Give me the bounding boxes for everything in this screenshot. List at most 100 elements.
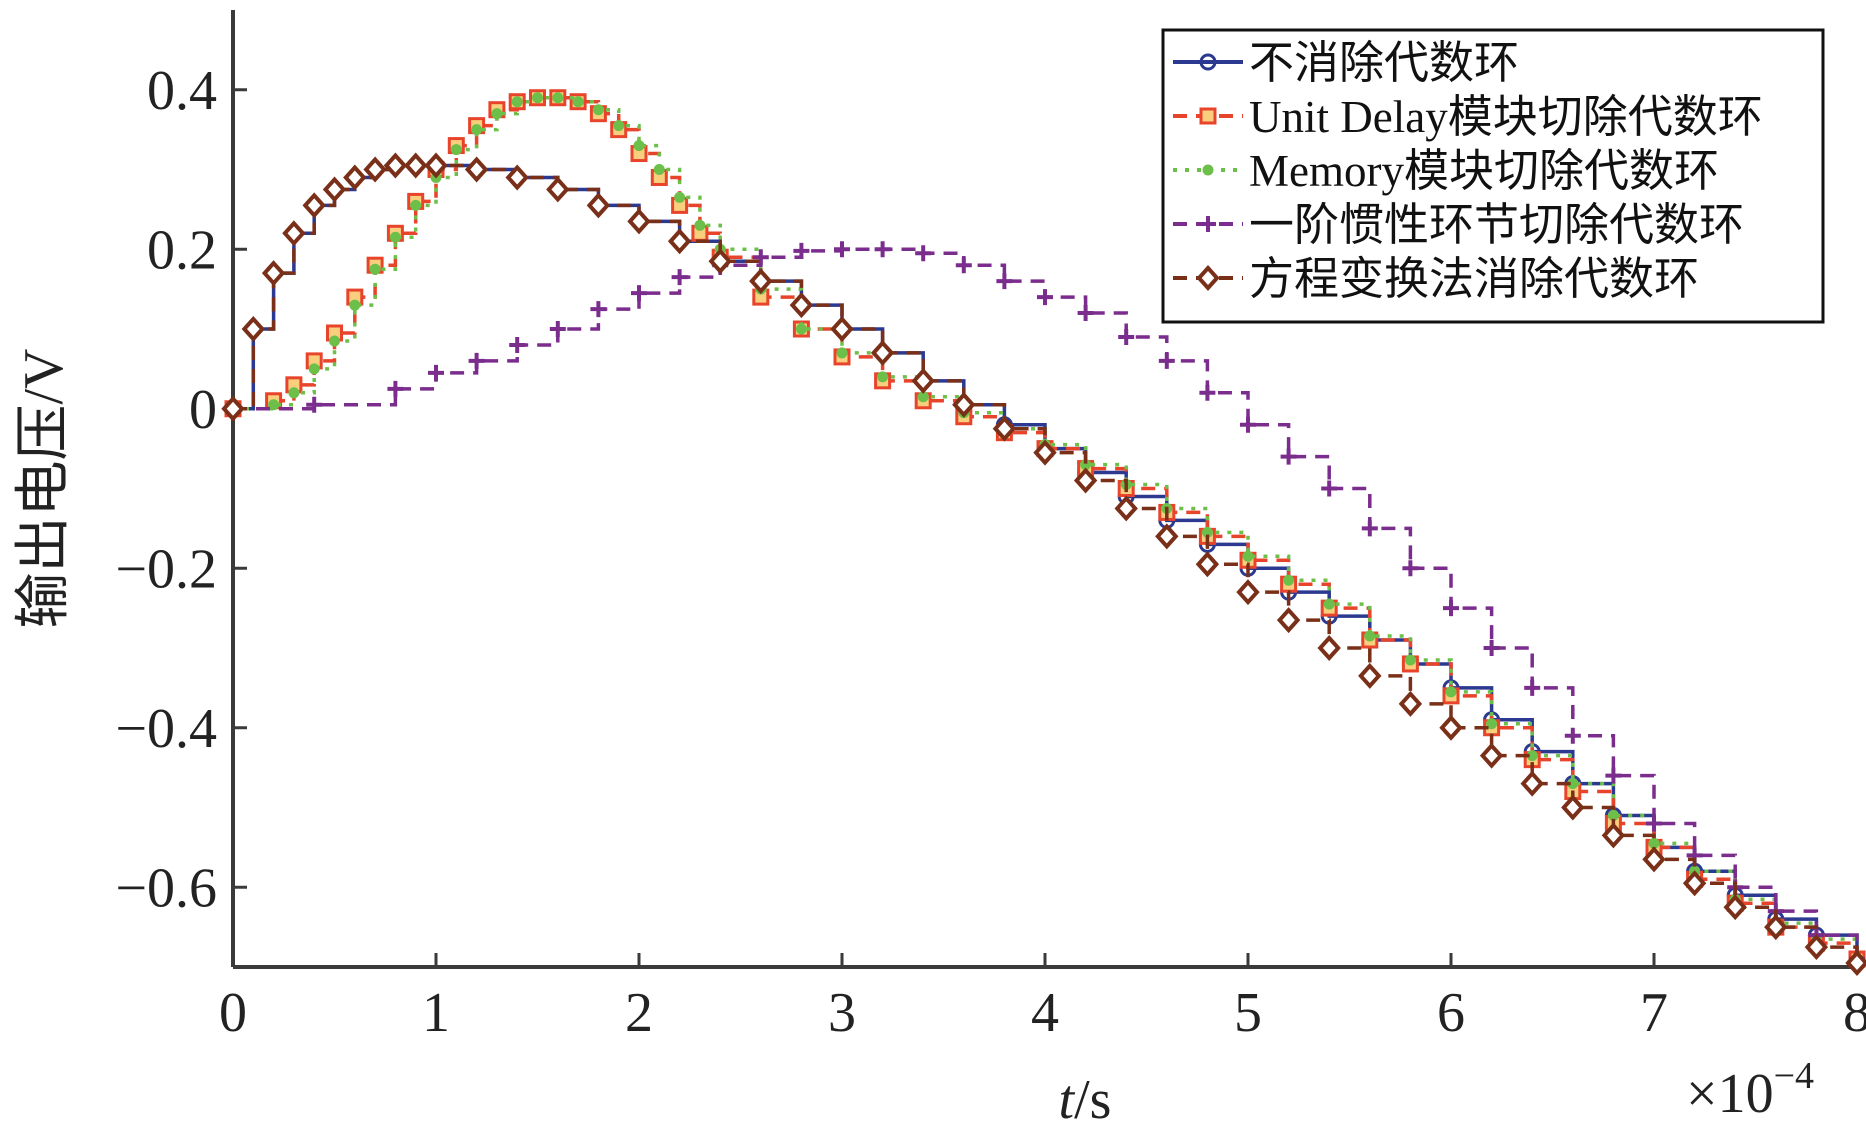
axis-ticks: 0 1 2 3 4 5 6 7 8 0.4 0.2 0 −0.2 −0.4 −0.6 bbox=[115, 60, 1866, 1044]
legend-label: 不消除代数环 bbox=[1249, 38, 1519, 88]
axis-labels: 输出电压/V t/s ×10−4 bbox=[13, 349, 1814, 1130]
y-tick-label: 0.4 bbox=[147, 60, 217, 122]
data-point bbox=[870, 339, 895, 366]
legend-box bbox=[1161, 28, 1825, 324]
data-point bbox=[1764, 914, 1788, 941]
data-point bbox=[653, 164, 665, 175]
data-point bbox=[1723, 894, 1747, 921]
y-tick-label: −0.2 bbox=[115, 538, 217, 600]
series-4 bbox=[225, 241, 1865, 968]
data-point bbox=[1524, 679, 1541, 696]
data-point bbox=[288, 387, 300, 399]
data-point bbox=[836, 347, 848, 359]
data-point bbox=[389, 231, 401, 243]
x-axis-title-variable: t bbox=[1059, 1069, 1076, 1130]
data-point bbox=[952, 391, 976, 418]
data-point bbox=[1642, 846, 1666, 873]
legend-label: 一阶惯性环节切除代数环 bbox=[1249, 200, 1744, 250]
data-point bbox=[586, 192, 611, 219]
x-axis-exponent-power: −4 bbox=[1774, 1055, 1814, 1097]
data-point bbox=[830, 316, 854, 342]
data-point bbox=[282, 220, 306, 247]
x-tick-label: 3 bbox=[828, 982, 856, 1044]
data-point bbox=[1240, 416, 1256, 433]
data-point bbox=[1479, 742, 1504, 769]
legend-item: 一阶惯性环节切除代数环 bbox=[1173, 200, 1744, 250]
data-point bbox=[631, 285, 647, 302]
data-point bbox=[261, 260, 286, 287]
data-point bbox=[795, 323, 807, 335]
data-point bbox=[1073, 467, 1098, 494]
data-point bbox=[241, 316, 265, 342]
data-point bbox=[671, 269, 688, 286]
legend-label: 方程变换法消除代数环 bbox=[1249, 254, 1699, 304]
legend-label: Memory模块切除代数环 bbox=[1249, 146, 1719, 196]
data-point bbox=[1114, 495, 1138, 522]
data-point bbox=[1364, 630, 1376, 642]
data-point bbox=[322, 176, 347, 203]
data-point bbox=[468, 352, 485, 369]
data-point bbox=[633, 140, 645, 152]
series-layer bbox=[221, 89, 1866, 977]
data-point bbox=[1236, 579, 1260, 606]
data-point bbox=[363, 156, 387, 183]
data-point bbox=[343, 164, 367, 191]
data-point bbox=[752, 249, 769, 266]
data-point bbox=[1483, 640, 1500, 656]
data-point bbox=[549, 321, 566, 337]
data-point bbox=[1398, 690, 1423, 717]
legend-swatch-marker bbox=[1200, 216, 1216, 232]
data-point bbox=[1118, 328, 1135, 345]
series-5 bbox=[221, 152, 1866, 977]
data-point bbox=[877, 371, 889, 383]
x-tick-label: 1 bbox=[422, 982, 450, 1044]
data-point bbox=[592, 104, 604, 116]
data-point bbox=[1283, 574, 1295, 586]
data-point bbox=[1845, 950, 1866, 977]
data-point bbox=[302, 192, 326, 219]
data-point bbox=[955, 257, 972, 274]
data-point bbox=[221, 395, 245, 422]
data-point bbox=[1323, 598, 1335, 610]
data-point bbox=[428, 364, 444, 381]
data-point bbox=[674, 191, 686, 203]
data-point bbox=[1646, 815, 1662, 832]
data-point bbox=[708, 248, 732, 275]
data-point bbox=[1158, 352, 1175, 369]
data-point bbox=[1605, 767, 1622, 784]
data-point bbox=[590, 301, 607, 318]
data-point bbox=[915, 245, 932, 262]
data-point bbox=[749, 268, 773, 295]
data-point bbox=[1682, 870, 1707, 897]
data-point bbox=[464, 156, 489, 183]
x-axis-title-unit: /s bbox=[1074, 1069, 1111, 1130]
data-point bbox=[1564, 727, 1581, 744]
y-axis-title: 输出电压/V bbox=[13, 349, 75, 629]
data-point bbox=[1195, 551, 1220, 578]
legend-swatch-marker bbox=[1199, 107, 1217, 125]
y-tick-label: 0.2 bbox=[147, 219, 217, 281]
plot-area: 0 1 2 3 4 5 6 7 8 0.4 0.2 0 −0.2 −0.4 −0.6 bbox=[115, 10, 1866, 1044]
data-point bbox=[1520, 770, 1544, 797]
data-point bbox=[1155, 523, 1179, 550]
legend-item: 方程变换法消除代数环 bbox=[1173, 254, 1699, 304]
data-point bbox=[1439, 714, 1463, 741]
data-point bbox=[369, 263, 381, 275]
x-axis-exponent-base: ×10 bbox=[1686, 1063, 1774, 1125]
data-point bbox=[911, 367, 935, 394]
data-point bbox=[613, 120, 625, 132]
data-point bbox=[572, 96, 584, 108]
data-point bbox=[874, 241, 891, 258]
data-point bbox=[1443, 600, 1459, 617]
data-point bbox=[1033, 439, 1057, 466]
data-point bbox=[1361, 520, 1378, 537]
data-point bbox=[511, 96, 523, 108]
data-point bbox=[1358, 662, 1382, 689]
legend-item: Unit Delay模块切除代数环 bbox=[1173, 92, 1763, 142]
data-point bbox=[793, 242, 810, 259]
data-point bbox=[349, 299, 361, 311]
data-point bbox=[694, 219, 706, 231]
